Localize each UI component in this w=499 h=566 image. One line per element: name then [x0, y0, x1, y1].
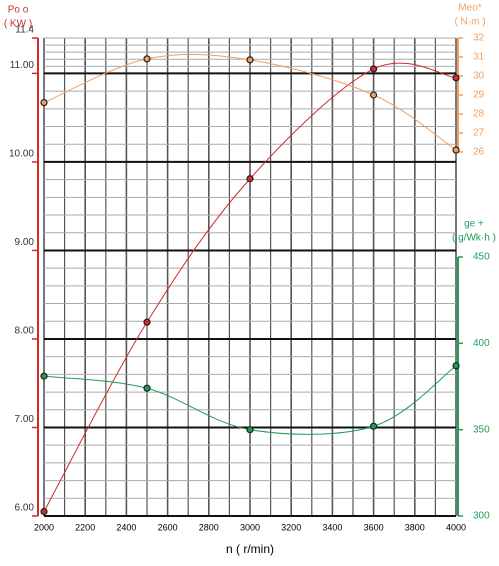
y2-axis-title: Meo* [458, 3, 481, 14]
y3-axis-title: ge + [464, 219, 484, 230]
data-point [40, 507, 48, 516]
series-line [43, 62, 457, 512]
y-tick-label: 11.00 [10, 60, 35, 71]
x-axis-title: n ( r/min) [226, 542, 274, 556]
y3-axis-unit: ( g/Wk·h ) [452, 233, 496, 244]
y-tick-label: 9.00 [15, 237, 35, 248]
x-tick-label: 3800 [405, 522, 425, 532]
y-axis-title: Po o [8, 5, 29, 16]
y2-tick-label: 27 [473, 128, 485, 139]
data-point [40, 372, 48, 380]
data-point [143, 384, 151, 392]
y2-tick-label: 32 [473, 33, 485, 44]
y-tick-label: 8.00 [15, 326, 35, 337]
x-tick-label: 4000 [446, 522, 466, 532]
y2-tick-label: 26 [473, 147, 485, 158]
y2-tick-label: 30 [473, 71, 485, 82]
y2-tick-label: 31 [473, 52, 485, 63]
y3-tick-label: 350 [473, 424, 490, 435]
y-axis-unit: ( KW ) [4, 19, 32, 30]
y2-tick-label: 28 [473, 109, 485, 120]
data-point [143, 318, 151, 326]
x-tick-label: 2800 [199, 522, 219, 532]
data-point [370, 91, 378, 99]
y3-tick-label: 300 [473, 511, 490, 522]
data-point [246, 56, 254, 64]
data-point [143, 55, 151, 63]
x-tick-label: 3200 [281, 522, 301, 532]
y-tick-label: 10.00 [9, 149, 34, 160]
y2-tick-label: 29 [473, 90, 485, 101]
data-point [40, 98, 48, 107]
data-point [452, 362, 460, 370]
data-point [370, 422, 378, 430]
data-point [370, 65, 378, 73]
y3-tick-label: 450 [473, 252, 490, 263]
x-tick-label: 2000 [34, 522, 54, 532]
x-tick-label: 2600 [158, 522, 178, 532]
y3-tick-label: 400 [473, 338, 490, 349]
y2-axis-unit: ( N·m ) [454, 17, 485, 28]
y-tick-label: 6.00 [15, 503, 35, 514]
data-point [246, 175, 254, 183]
x-tick-label: 3000 [240, 522, 260, 532]
data-point [246, 426, 254, 434]
x-tick-label: 3600 [364, 522, 384, 532]
x-tick-label: 2400 [116, 522, 136, 532]
x-tick-label: 3400 [322, 522, 342, 532]
data-point [452, 74, 460, 82]
data-point [452, 146, 460, 154]
y-tick-label: 11.4 [15, 25, 34, 36]
y-tick-label: 7.00 [15, 414, 35, 425]
x-tick-label: 2200 [75, 522, 95, 532]
